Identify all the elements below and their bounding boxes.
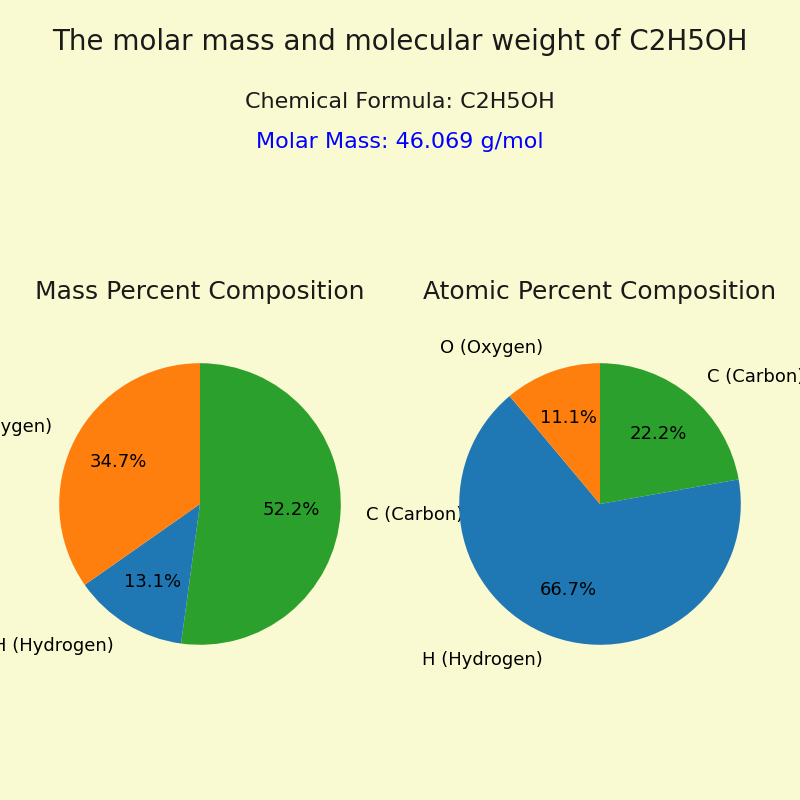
Text: Atomic Percent Composition: Atomic Percent Composition [423,280,777,304]
Text: C (Carbon): C (Carbon) [706,368,800,386]
Text: 34.7%: 34.7% [90,453,147,470]
Text: H (Hydrogen): H (Hydrogen) [422,651,543,669]
Text: 11.1%: 11.1% [540,409,598,427]
Text: O (Oxygen): O (Oxygen) [440,339,543,357]
Text: 52.2%: 52.2% [262,501,320,519]
Wedge shape [510,363,600,504]
Text: H (Hydrogen): H (Hydrogen) [0,637,114,655]
Text: Molar Mass: 46.069 g/mol: Molar Mass: 46.069 g/mol [256,132,544,152]
Wedge shape [181,363,341,645]
Wedge shape [459,396,741,645]
Text: 22.2%: 22.2% [630,425,687,443]
Text: Chemical Formula: C2H5OH: Chemical Formula: C2H5OH [245,92,555,112]
Text: 13.1%: 13.1% [124,573,181,591]
Text: O (Oxygen): O (Oxygen) [0,418,53,436]
Wedge shape [85,504,200,643]
Wedge shape [59,363,200,585]
Text: The molar mass and molecular weight of C2H5OH: The molar mass and molecular weight of C… [52,28,748,56]
Text: C (Carbon): C (Carbon) [366,506,463,524]
Text: Mass Percent Composition: Mass Percent Composition [35,280,365,304]
Text: 66.7%: 66.7% [540,581,598,599]
Wedge shape [600,363,738,504]
